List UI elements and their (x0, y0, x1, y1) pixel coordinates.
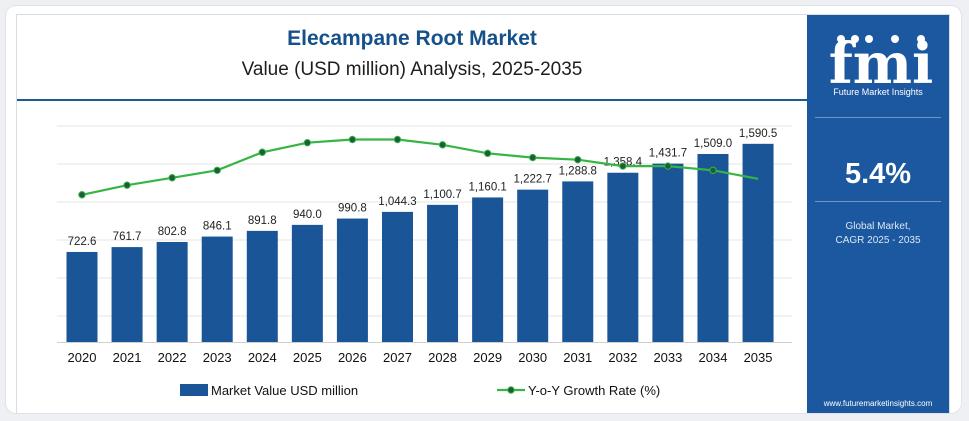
title-divider (17, 99, 807, 101)
bar-2021 (111, 247, 143, 342)
market-chart: 722.6 2020 761.7 2021 802.8 2022 846.1 2023 891.… (57, 125, 792, 398)
x-tick-2023: 2023 (203, 350, 232, 365)
growth-point-2029 (483, 149, 492, 158)
growth-point-2031 (574, 155, 582, 164)
logo-wordmark: fmi (829, 31, 933, 97)
legend-bar-label: Market Value USD million (211, 383, 358, 398)
bar-2034 (697, 153, 729, 342)
x-tick-2025: 2025 (293, 350, 322, 365)
data-label-2028: 1,100.7 (423, 189, 461, 201)
data-label-2024: 891.8 (248, 215, 277, 227)
bar-2032 (607, 172, 639, 342)
growth-point-2033 (664, 162, 672, 170)
x-tick-2022: 2022 (158, 350, 187, 365)
bar-2030 (517, 189, 549, 342)
x-tick-2021: 2021 (113, 350, 142, 365)
x-tick-2032: 2032 (608, 350, 637, 365)
bar-2025 (291, 224, 323, 342)
bar-2029 (472, 197, 504, 342)
x-tick-2034: 2034 (699, 350, 728, 365)
cagr-label-line1: Global Market, (845, 221, 911, 232)
x-tick-2027: 2027 (383, 350, 412, 365)
growth-point-2025 (303, 138, 312, 147)
data-label-2022: 802.8 (158, 226, 187, 238)
x-tick-2033: 2033 (653, 350, 682, 365)
website-link[interactable]: www.futuremarketinsights.com (823, 399, 933, 408)
legend-bar-swatch (180, 384, 208, 396)
data-label-2025: 940.0 (293, 209, 322, 221)
x-tick-2028: 2028 (428, 350, 457, 365)
bar-2028 (427, 204, 459, 342)
chart-card: Elecampane Root Market Value (USD millio… (16, 14, 950, 413)
cagr-value: 5.4% (844, 158, 912, 190)
data-label-2026: 990.8 (338, 203, 367, 215)
bar-2027 (381, 211, 413, 342)
x-tick-2024: 2024 (248, 350, 277, 365)
bar-2024 (246, 230, 278, 342)
x-tick-2035: 2035 (744, 350, 773, 365)
growth-rate-line (81, 138, 759, 196)
bar-2026 (336, 218, 368, 342)
growth-point-2020 (78, 191, 86, 199)
bar-2023 (201, 236, 233, 342)
data-label-2021: 761.7 (113, 231, 142, 243)
bar-2031 (562, 181, 594, 342)
x-tick-2026: 2026 (338, 350, 367, 365)
growth-point-2032 (619, 162, 627, 170)
growth-point-2034 (709, 166, 717, 175)
growth-point-2028 (438, 141, 447, 149)
growth-point-2023 (213, 166, 221, 175)
data-label-2034: 1,509.0 (694, 138, 732, 150)
chart-frame: Elecampane Root Market Value (USD millio… (6, 6, 961, 413)
x-tick-2030: 2030 (518, 350, 547, 365)
sidebar-divider-top (815, 117, 941, 118)
growth-point-2027 (393, 135, 402, 144)
data-label-2023: 846.1 (203, 221, 232, 233)
data-label-2027: 1,044.3 (378, 196, 416, 208)
growth-point-2024 (258, 148, 266, 156)
data-label-2035: 1,590.5 (739, 128, 777, 140)
logo-subtitle: Future Market Insights (833, 87, 923, 97)
data-label-2029: 1,160.1 (468, 181, 506, 193)
cagr-label-line2: CAGR 2025 - 2035 (835, 235, 921, 246)
growth-point-2026 (348, 135, 357, 144)
legend-line-marker (507, 386, 515, 394)
data-label-2033: 1,431.7 (649, 148, 687, 160)
data-label-2031: 1,288.8 (559, 165, 597, 177)
data-label-2020: 722.6 (68, 236, 97, 248)
x-tick-2031: 2031 (563, 350, 592, 365)
bar-2033 (652, 163, 684, 342)
chart-subtitle: Value (USD million) Analysis, 2025-2035 (241, 59, 583, 80)
growth-point-2021 (123, 181, 131, 189)
x-tick-2029: 2029 (473, 350, 502, 365)
growth-point-2030 (529, 153, 537, 162)
chart-title: Elecampane Root Market (287, 27, 537, 50)
legend-line-label: Y-o-Y Growth Rate (%) (528, 383, 660, 398)
data-label-2030: 1,222.7 (514, 174, 552, 186)
bar-2022 (156, 241, 188, 342)
bar-2035 (742, 143, 774, 342)
cagr-label: Global Market, CAGR 2025 - 2035 (807, 220, 949, 248)
bar-2020 (66, 251, 98, 342)
sidebar-divider-middle (815, 201, 941, 202)
fmi-logo: fmi (829, 31, 933, 97)
sidebar: fmi Future Market Insights 5.4% Global M… (807, 15, 949, 413)
x-tick-2020: 2020 (68, 350, 97, 365)
growth-point-2022 (168, 174, 176, 182)
